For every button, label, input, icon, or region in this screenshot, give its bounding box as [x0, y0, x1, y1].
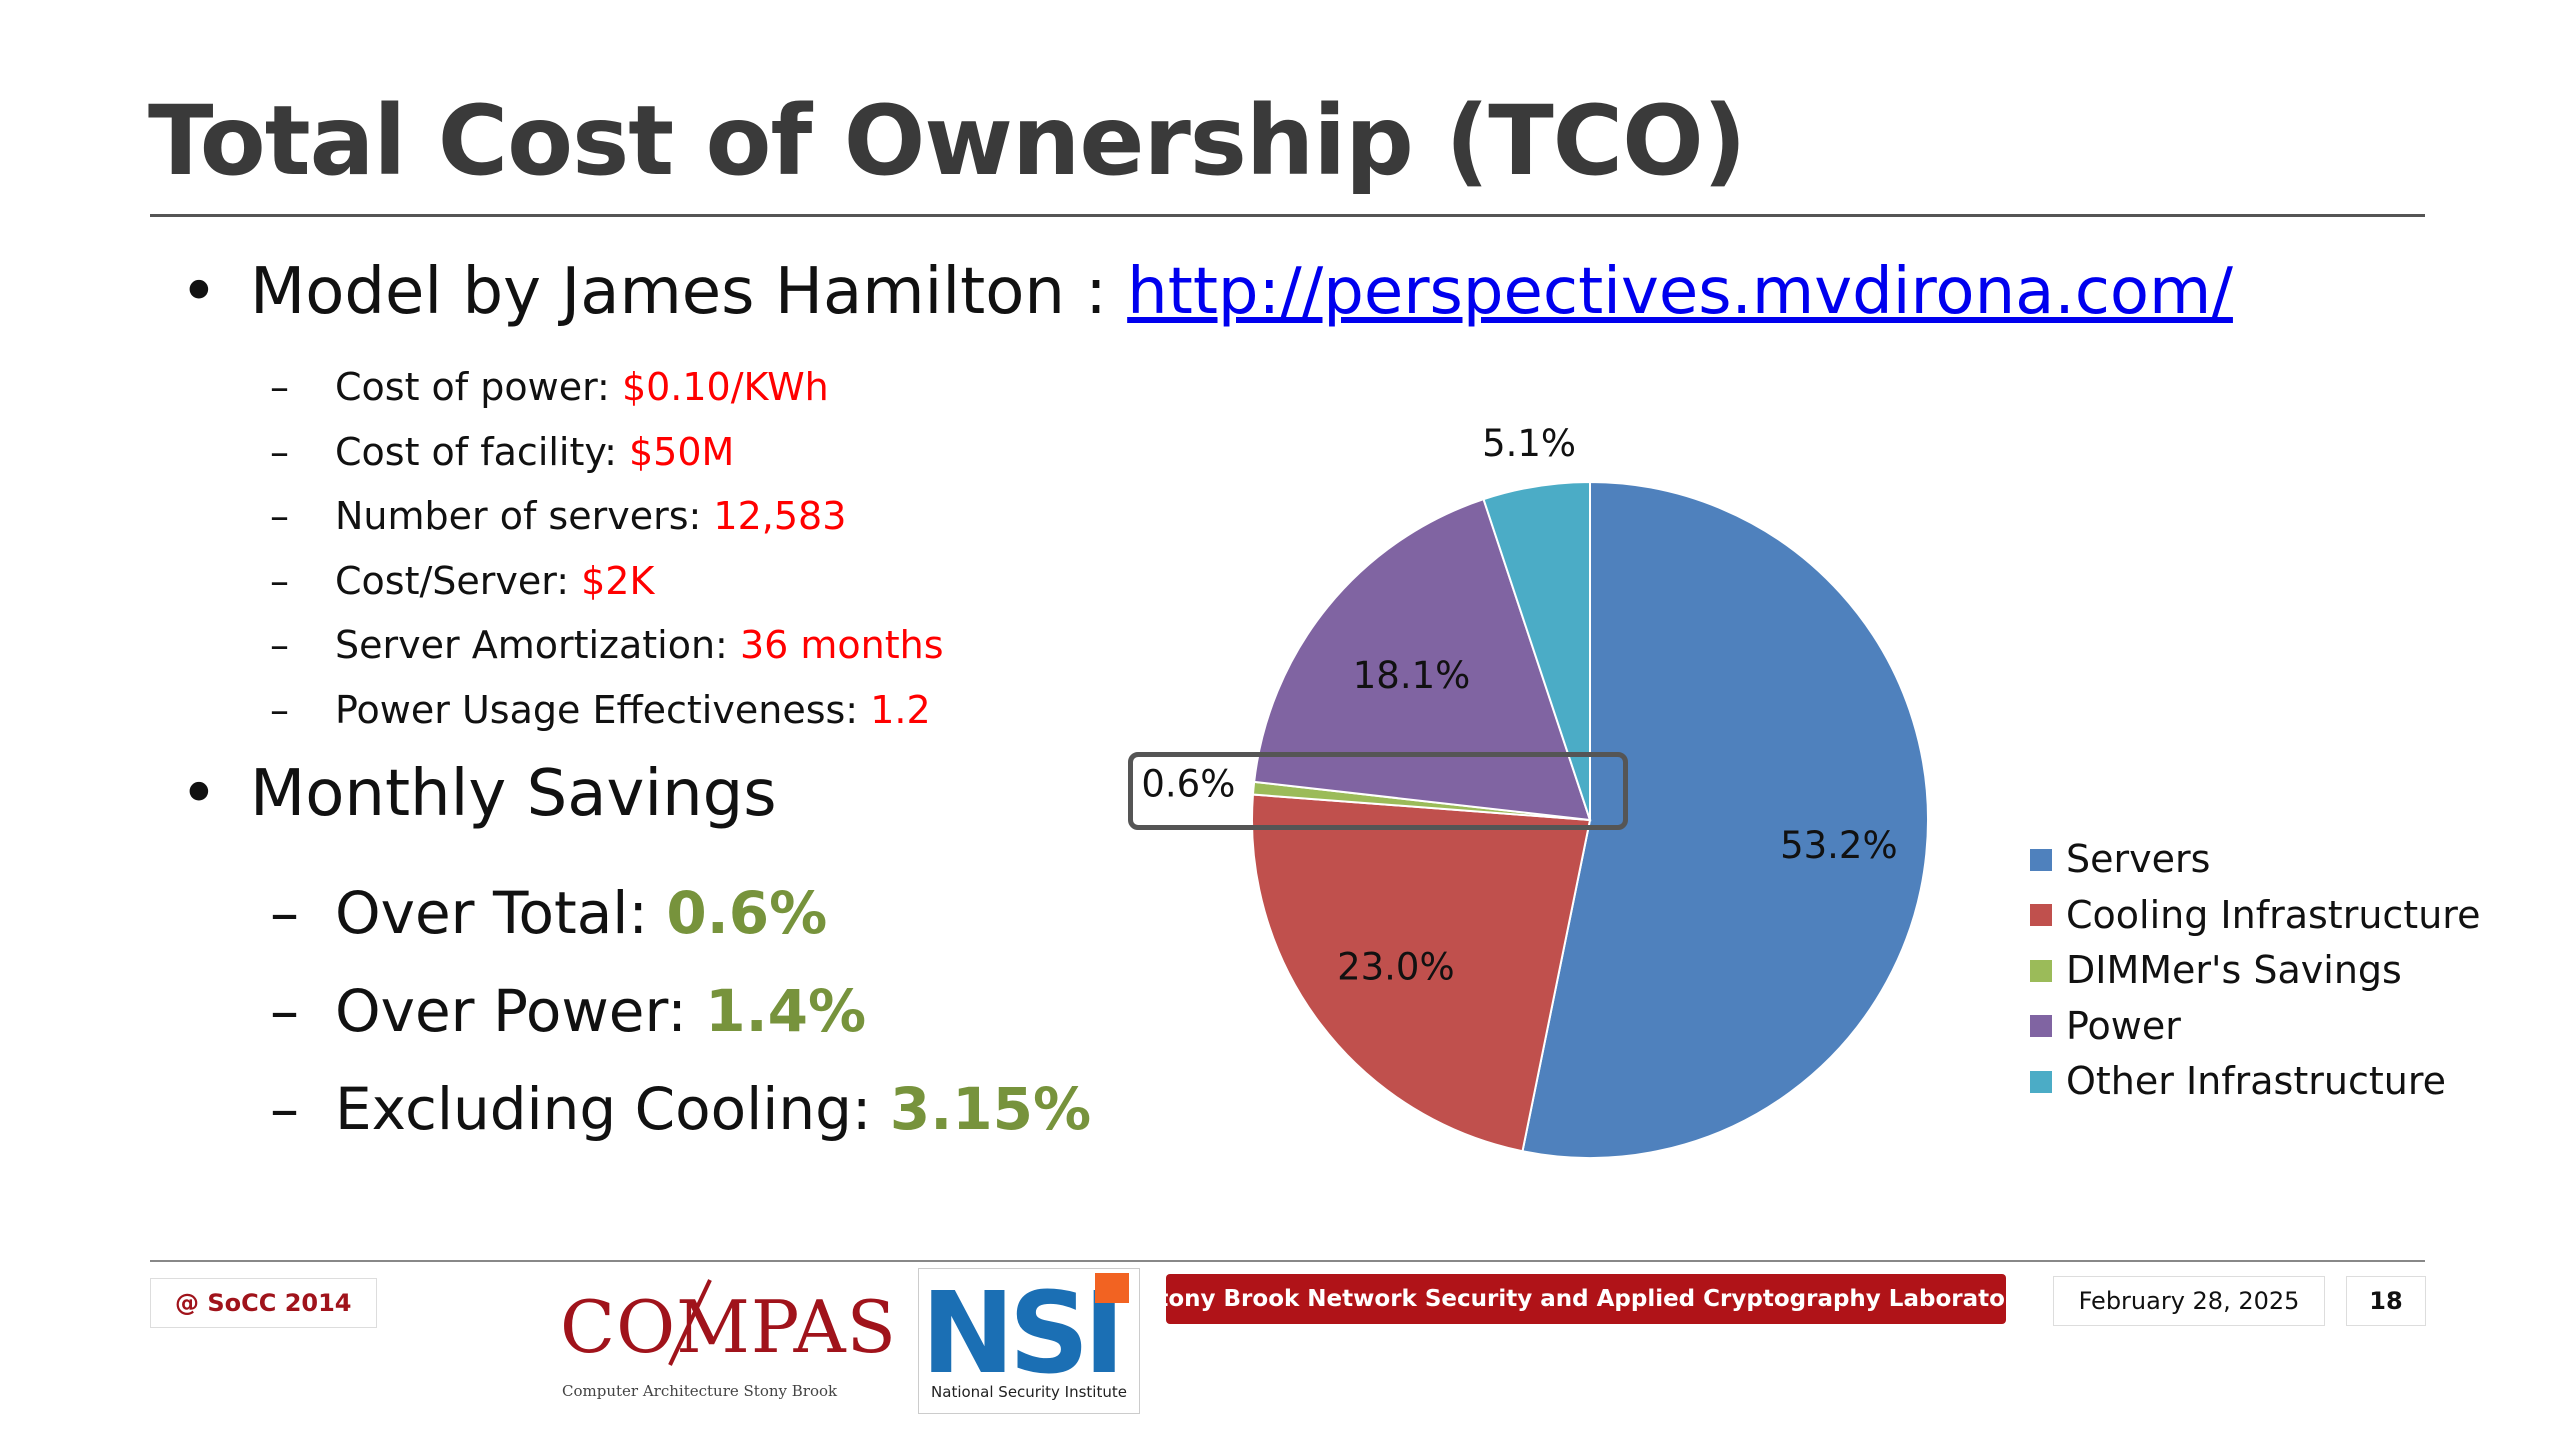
param-value: $0.10/KWh	[621, 365, 829, 409]
dash: –	[270, 494, 289, 538]
nsi-accent-square	[1095, 1273, 1129, 1303]
legend-label: Servers	[2066, 837, 2211, 881]
compas-wordmark: COMPAS	[560, 1285, 897, 1369]
nsi-logo: NSI National Security Institute	[918, 1268, 1140, 1414]
parameter-list: – Cost of power: $0.10/KWh – Cost of facil…	[270, 355, 944, 742]
param-value: 36 months	[739, 623, 944, 667]
pie-data-label: 5.1%	[1482, 422, 1576, 465]
legend-label: Cooling Infrastructure	[2066, 892, 2481, 937]
legend-swatch	[2030, 1070, 2052, 1093]
saving-value: 1.4%	[705, 977, 867, 1045]
saving-label: Over Total:	[335, 879, 667, 947]
bullet-savings-text: Monthly Savings	[250, 757, 777, 831]
lab-banner: Stony Brook Network Security and Applied…	[1141, 1274, 2031, 1324]
title-divider	[150, 214, 2425, 217]
saving-value: 3.15%	[889, 1075, 1092, 1143]
page-number: 18	[2346, 1276, 2426, 1326]
param-label: Cost of facility:	[335, 429, 629, 474]
saving-excl-cooling: – Excluding Cooling: 3.15%	[270, 1060, 1091, 1158]
savings-highlight-box	[1128, 752, 1628, 830]
param-amortization: – Server Amortization: 36 months	[270, 613, 944, 678]
legend-item-power: Power	[2030, 999, 2480, 1055]
footer-divider	[150, 1260, 2425, 1262]
bullet-model-text: Model by James Hamilton :	[250, 255, 1128, 329]
param-label: Cost/Server:	[335, 558, 582, 603]
legend-label: Other Infrastructure	[2066, 1059, 2446, 1103]
slide-date: February 28, 2025	[2053, 1276, 2325, 1326]
saving-label: Over Power:	[335, 977, 706, 1045]
param-label: Power Usage Effectiveness:	[335, 687, 871, 732]
param-server-count: – Number of servers: 12,583	[270, 484, 944, 549]
nsi-subtitle: National Security Institute	[931, 1383, 1127, 1401]
param-facility-cost: – Cost of facility: $50M	[270, 420, 944, 485]
legend-swatch	[2030, 848, 2052, 871]
param-label: Server Amortization:	[335, 623, 740, 667]
param-power-cost: – Cost of power: $0.10/KWh	[270, 355, 944, 420]
pie-data-label: 0.6%	[1141, 763, 1235, 806]
legend-swatch	[2030, 1015, 2052, 1038]
pie-slice-other-infrastructure	[1482, 480, 1591, 821]
conference-tag: @ SoCC 2014	[150, 1278, 377, 1328]
param-value: 1.2	[870, 687, 931, 732]
bullet-model: • Model by James Hamilton : http://perspe…	[180, 255, 2233, 329]
param-label: Cost of power:	[335, 365, 622, 409]
dash: –	[270, 977, 299, 1045]
param-value: $2K	[581, 558, 655, 603]
param-server-cost: – Cost/Server: $2K	[270, 549, 944, 614]
tco-pie-chart: 53.2% 23.0% 0.6% 18.1% 5.1%	[1141, 422, 1929, 1159]
compass-needle-icon	[668, 1279, 712, 1366]
pie-data-label: 18.1%	[1353, 654, 1471, 697]
pie-slice-cooling-infrastructure	[1251, 793, 1592, 1153]
dash: –	[270, 558, 289, 603]
compas-subtitle: Computer Architecture Stony Brook	[562, 1382, 838, 1400]
param-value: 12,583	[713, 494, 847, 538]
nsi-wordmark: NSI	[921, 1269, 1125, 1399]
bullet-savings: • Monthly Savings	[180, 757, 777, 831]
dash: –	[270, 1075, 299, 1143]
param-label: Number of servers:	[335, 494, 714, 538]
param-pue: – Power Usage Effectiveness: 1.2	[270, 678, 944, 743]
param-value: $50M	[629, 429, 735, 474]
pie-slice-servers	[1521, 480, 1929, 1159]
legend-label: Power	[2066, 1003, 2181, 1048]
legend-item-other: Other Infrastructure	[2030, 1054, 2480, 1110]
saving-over-power: – Over Power: 1.4%	[270, 962, 1091, 1060]
dash: –	[270, 623, 289, 667]
dash: –	[270, 365, 289, 409]
saving-value: 0.6%	[666, 879, 828, 947]
legend-swatch	[2030, 959, 2052, 982]
pie-data-label: 23.0%	[1337, 946, 1455, 989]
legend-label: DIMMer's Savings	[2066, 948, 2402, 992]
legend-item-cooling: Cooling Infrastructure	[2030, 888, 2480, 944]
pie-data-label: 53.2%	[1780, 824, 1898, 867]
saving-label: Excluding Cooling:	[335, 1075, 890, 1143]
model-link[interactable]: http://perspectives.mvdirona.com/	[1127, 255, 2233, 329]
bullet-dot: •	[180, 255, 218, 329]
dash: –	[270, 687, 289, 732]
compas-logo: COMPAS Computer Architecture Stony Brook	[560, 1270, 896, 1410]
dash: –	[270, 429, 289, 474]
pie-slice-power	[1253, 497, 1592, 822]
saving-over-total: – Over Total: 0.6%	[270, 864, 1091, 962]
dash: –	[270, 879, 299, 947]
legend-item-servers: Servers	[2030, 832, 2480, 888]
savings-list: – Over Total: 0.6% – Over Power: 1.4% – Exc…	[270, 864, 1091, 1158]
slide-title: Total Cost of Ownership (TCO)	[148, 85, 1747, 197]
chart-legend: Servers Cooling Infrastructure DIMMer's …	[2030, 832, 2480, 1110]
bullet-dot: •	[180, 757, 218, 831]
legend-item-dimmer: DIMMer's Savings	[2030, 943, 2480, 999]
legend-swatch	[2030, 904, 2052, 927]
